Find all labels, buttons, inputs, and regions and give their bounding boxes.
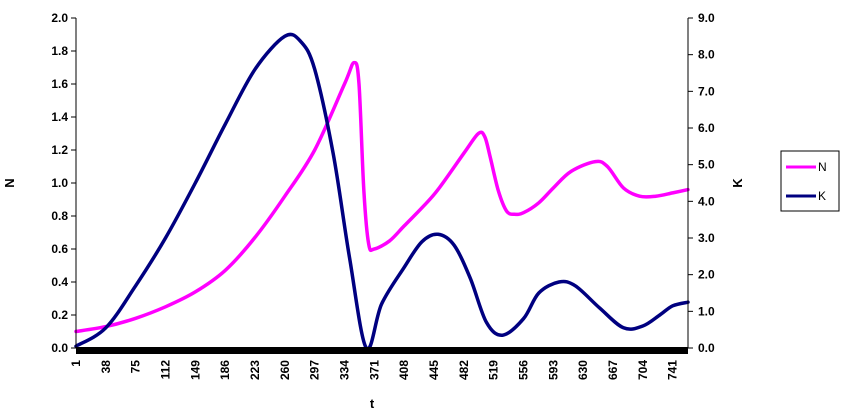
y-axis-left-title: N bbox=[2, 178, 17, 187]
y-right-tick-label: 0.0 bbox=[698, 341, 715, 355]
y-right-tick-label: 7.0 bbox=[698, 84, 715, 98]
x-tick-label: 334 bbox=[338, 360, 352, 380]
y-left-tick-label: 2.0 bbox=[51, 11, 68, 25]
plot-area bbox=[74, 32, 690, 351]
x-tick-label: 260 bbox=[278, 360, 292, 380]
x-tick-label: 1 bbox=[69, 360, 83, 367]
x-tick-label: 149 bbox=[188, 360, 202, 380]
y-left-tick-label: 0.4 bbox=[51, 275, 68, 289]
x-tick-label: 704 bbox=[636, 360, 650, 380]
x-axis-title: t bbox=[370, 396, 375, 411]
x-tick-label: 445 bbox=[427, 360, 441, 380]
y-right-tick-label: 5.0 bbox=[698, 158, 715, 172]
x-tick-label: 741 bbox=[666, 360, 680, 380]
x-tick-label: 593 bbox=[546, 360, 560, 380]
y-left-tick-label: 1.2 bbox=[51, 143, 68, 157]
legend-label-n: N bbox=[818, 160, 827, 174]
y-axis-left: 0.0 0.2 0.4 0.6 0.8 1.0 1.2 1.4 1.6 1.8 2.0 bbox=[51, 11, 77, 355]
x-tick-label: 297 bbox=[308, 360, 322, 380]
x-axis: 1 38 75 112 149 186 223 260 297 334 371 408 445 482 51… bbox=[69, 347, 688, 380]
x-tick-label: 371 bbox=[367, 360, 381, 380]
legend-label-k: K bbox=[818, 189, 826, 203]
y-axis-right: 0.0 1.0 2.0 3.0 4.0 5.0 6.0 7.0 8.0 9.0 bbox=[687, 11, 715, 355]
y-left-tick-label: 0.6 bbox=[51, 242, 68, 256]
y-left-tick-label: 1.0 bbox=[51, 176, 68, 190]
x-tick-label: 408 bbox=[397, 360, 411, 380]
y-right-tick-label: 8.0 bbox=[698, 48, 715, 62]
y-right-tick-label: 6.0 bbox=[698, 121, 715, 135]
legend-box bbox=[780, 150, 840, 212]
x-tick-label: 186 bbox=[218, 360, 232, 380]
y-right-tick-label: 3.0 bbox=[698, 231, 715, 245]
legend: N K bbox=[780, 150, 840, 212]
y-right-tick-label: 4.0 bbox=[698, 194, 715, 208]
x-tick-label: 75 bbox=[129, 360, 143, 374]
series-line-n bbox=[74, 60, 690, 334]
y-axis-right-title: K bbox=[730, 178, 745, 188]
x-tick-label: 630 bbox=[576, 360, 590, 380]
y-right-tick-label: 2.0 bbox=[698, 268, 715, 282]
series-line-k bbox=[74, 32, 690, 351]
x-tick-label: 223 bbox=[248, 360, 262, 380]
x-tick-label: 38 bbox=[99, 360, 113, 374]
y-left-tick-label: 0.0 bbox=[51, 341, 68, 355]
y-right-tick-label: 9.0 bbox=[698, 11, 715, 25]
x-axis-band bbox=[76, 347, 688, 354]
x-tick-label: 112 bbox=[159, 360, 173, 380]
y-left-tick-label: 0.2 bbox=[51, 308, 68, 322]
x-tick-label: 556 bbox=[517, 360, 531, 380]
x-tick-label: 482 bbox=[457, 360, 471, 380]
y-left-tick-label: 0.8 bbox=[51, 209, 68, 223]
y-left-tick-label: 1.6 bbox=[51, 77, 68, 91]
x-tick-label: 667 bbox=[606, 360, 620, 380]
y-left-tick-label: 1.8 bbox=[51, 44, 68, 58]
y-left-tick-label: 1.4 bbox=[51, 110, 68, 124]
y-right-tick-label: 1.0 bbox=[698, 304, 715, 318]
x-tick-label: 519 bbox=[487, 360, 501, 380]
